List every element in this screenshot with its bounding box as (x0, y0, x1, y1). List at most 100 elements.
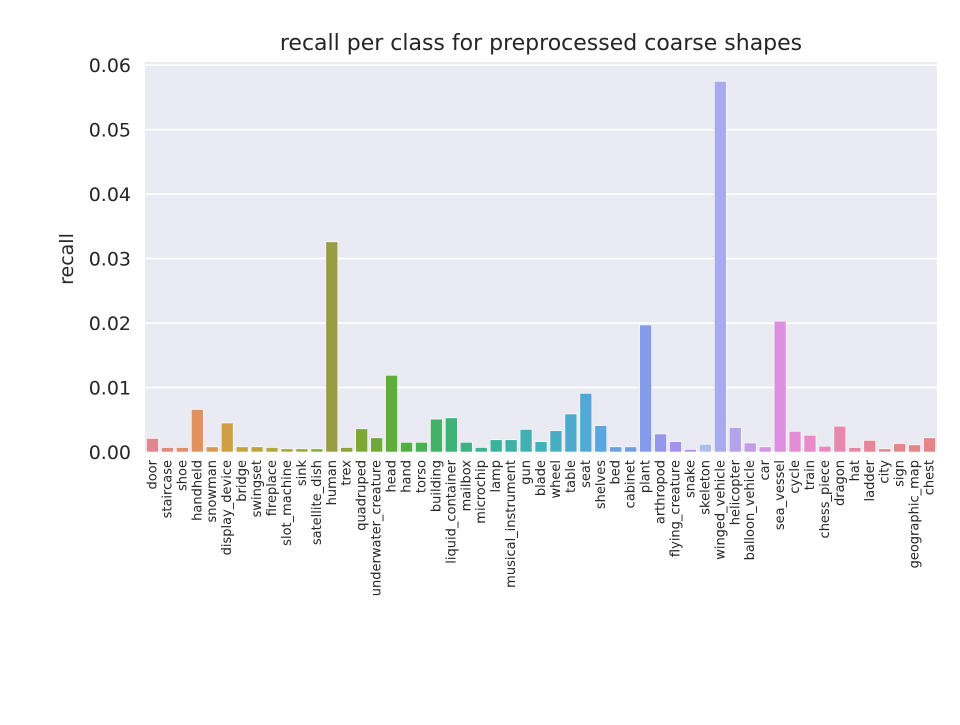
x-tick-label: bridge (235, 460, 250, 502)
bar-arthropod (654, 433, 667, 453)
x-tick-label: seat (579, 460, 594, 488)
x-tick-label: fireplace (265, 460, 280, 516)
y-tick-label: 0.04 (89, 184, 131, 206)
x-tick-label: sink (295, 460, 310, 487)
x-tick-label: dragon (833, 460, 848, 506)
x-tick-label: display_device (220, 460, 235, 555)
y-tick-label: 0.00 (89, 442, 131, 464)
x-tick-label: wheel (549, 460, 564, 498)
bar-slot_machine (280, 448, 294, 453)
bar-snowman (205, 446, 219, 453)
bar-table (564, 413, 578, 453)
x-tick-label: hand (400, 460, 415, 493)
bar-balloon_vehicle (743, 442, 757, 453)
x-tick-label: snowman (205, 460, 220, 522)
bar-car (758, 446, 772, 453)
bar-wheel (549, 430, 563, 453)
bar-cycle (788, 431, 802, 453)
x-tick-label: cabinet (624, 460, 639, 508)
bar-mailbox (460, 442, 473, 453)
x-tick-label: geographic_map (908, 460, 923, 568)
bar-sink (295, 448, 309, 453)
bar-bed (609, 446, 622, 453)
x-tick-label: musical_instrument (504, 460, 519, 588)
bar-trex (340, 447, 354, 453)
bar-fireplace (265, 447, 279, 453)
bar-plant (639, 324, 652, 453)
bar-shoe (176, 447, 189, 453)
bar-human (325, 241, 339, 453)
bar-staircase (161, 447, 174, 453)
x-tick-label: chess_piece (818, 460, 833, 538)
bar-building (430, 418, 443, 453)
bar-geographic_map (908, 444, 921, 453)
bar-door (146, 438, 159, 453)
x-tick-label: human (325, 460, 340, 505)
x-tick-label: plant (639, 460, 654, 493)
bar-gun (519, 429, 533, 453)
bar-microchip (474, 447, 488, 453)
x-tick-label: ladder (863, 459, 878, 501)
x-tick-label: city (878, 460, 893, 484)
x-tick-label: head (385, 460, 400, 492)
plot-area (145, 62, 937, 452)
bar-sign (893, 443, 906, 453)
x-tick-label: arthropod (654, 460, 669, 524)
bar-bridge (235, 446, 249, 453)
bar-hand (400, 442, 413, 453)
x-tick-label: underwater_creature (370, 460, 385, 596)
y-axis-label: recall (56, 233, 78, 285)
chart-title: recall per class for preprocessed coarse… (280, 31, 802, 56)
bar-helicopter (728, 427, 742, 453)
bar-lamp (489, 439, 503, 453)
x-tick-labels: door staircase shoe handheld snowman display_… (145, 459, 937, 596)
x-tick-label: torso (414, 460, 429, 493)
bar-display_device (220, 422, 234, 453)
bar-snake (684, 449, 697, 453)
x-tick-label: chest (923, 460, 938, 495)
x-tick-label: sea_vessel (773, 460, 788, 530)
x-tick-label: slot_machine (280, 460, 295, 546)
bar-ladder (863, 440, 877, 453)
x-tick-label: flying_creature (668, 460, 683, 557)
bar-liquid_container (445, 417, 458, 453)
x-tick-label: satellite_dish (310, 460, 325, 545)
y-tick-label: 0.02 (89, 313, 131, 335)
x-tick-label: liquid_container (444, 459, 459, 563)
x-tick-label: train (803, 460, 818, 490)
x-tick-label: mailbox (459, 460, 474, 512)
x-tick-label: sign (893, 460, 908, 487)
x-tick-label: swingset (250, 460, 265, 517)
bar-swingset (250, 446, 264, 453)
x-tick-label: balloon_vehicle (743, 460, 758, 560)
bars (146, 81, 936, 453)
x-tick-label: staircase (160, 460, 175, 518)
x-tick-label: bed (609, 460, 624, 485)
y-tick-label: 0.03 (89, 249, 131, 271)
y-tick-label: 0.05 (89, 120, 131, 142)
y-tick-label: 0.01 (89, 378, 131, 400)
bar-chess_piece (818, 445, 832, 453)
x-tick-label: car (758, 459, 773, 480)
y-tick-labels: 0.00 0.01 0.02 0.03 0.04 0.05 0.06 (89, 55, 131, 464)
x-tick-label: winged_vehicle (713, 460, 728, 560)
x-tick-label: snake (683, 460, 698, 498)
bar-train (803, 434, 817, 453)
bar-skeleton (699, 443, 712, 453)
x-tick-label: blade (534, 460, 549, 496)
x-tick-label: skeleton (698, 460, 713, 515)
y-tick-label: 0.06 (89, 55, 131, 77)
bar-quadruped (355, 428, 368, 453)
bar-flying_creature (669, 441, 682, 453)
bar-chest (923, 437, 936, 453)
x-tick-label: cycle (788, 460, 803, 494)
bar-cabinet (624, 446, 637, 453)
x-tick-label: gun (519, 460, 534, 485)
x-tick-label: hat (848, 460, 863, 481)
bar-underwater_creature (370, 437, 383, 453)
x-tick-label: building (429, 460, 444, 512)
x-tick-label: lamp (489, 460, 504, 493)
bar-dragon (833, 425, 847, 453)
bar-satellite_dish (310, 448, 324, 453)
